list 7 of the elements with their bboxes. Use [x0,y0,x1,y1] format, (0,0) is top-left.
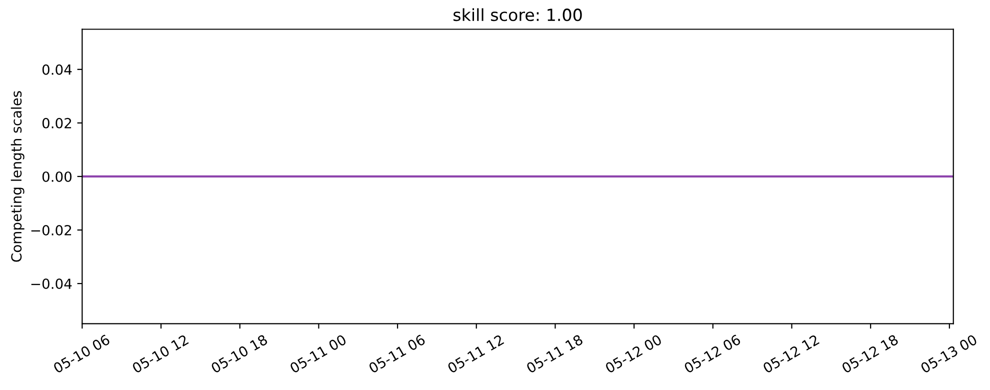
y-tick-label: 0.04 [42,64,72,75]
chart-title: skill score: 1.00 [454,8,582,22]
y-tick-label: −0.04 [31,278,72,290]
y-tick-label: 0.00 [42,171,72,182]
y-tick-label: −0.02 [31,224,72,236]
y-tick-label: 0.02 [42,118,72,128]
y-axis-title: Competing length scales [10,91,24,262]
